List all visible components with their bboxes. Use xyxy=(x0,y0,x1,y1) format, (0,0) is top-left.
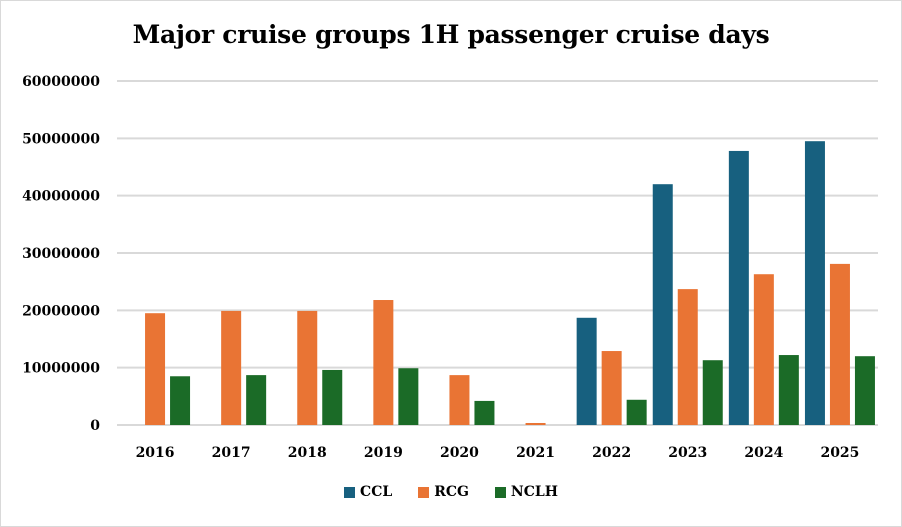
bar-rcg-2019 xyxy=(373,300,394,425)
bar-rcg-2018 xyxy=(297,310,318,425)
bar-nclh-2023 xyxy=(702,360,723,425)
y-tick-label: 30000000 xyxy=(22,246,100,262)
bar-rcg-2023 xyxy=(677,289,698,425)
bar-nclh-2018 xyxy=(322,369,343,425)
legend: CCL RCG NCLH xyxy=(0,484,902,500)
bar-rcg-2022 xyxy=(601,351,622,425)
bar-rcg-2025 xyxy=(829,263,850,425)
x-axis-ticks: 2016 2017 2018 2019 2020 2021 2022 2023 2024 2025 xyxy=(136,445,860,461)
bar-nclh-2019 xyxy=(398,368,419,425)
x-tick-label: 2018 xyxy=(288,445,327,461)
bar-ccl-2024 xyxy=(728,150,749,426)
legend-swatch xyxy=(344,486,356,498)
legend-label: CCL xyxy=(360,484,393,500)
bar-rcg-2016 xyxy=(145,313,166,425)
y-tick-label: 40000000 xyxy=(22,189,100,205)
y-tick-label: 60000000 xyxy=(22,74,100,90)
bar-ccl-2023 xyxy=(652,184,673,425)
bars xyxy=(145,141,875,426)
bar-nclh-2022 xyxy=(626,399,647,425)
x-tick-label: 2017 xyxy=(212,445,251,461)
legend-swatch xyxy=(418,486,430,498)
legend-item-nclh: NCLH xyxy=(494,484,558,500)
bar-nclh-2017 xyxy=(246,375,267,425)
legend-label: RCG xyxy=(434,484,469,500)
x-tick-label: 2025 xyxy=(820,445,859,461)
bar-nclh-2025 xyxy=(854,356,875,425)
bar-rcg-2020 xyxy=(449,375,470,425)
x-tick-label: 2016 xyxy=(136,445,175,461)
gridlines xyxy=(117,80,878,426)
x-tick-label: 2021 xyxy=(516,445,555,461)
bar-nclh-2024 xyxy=(778,355,799,425)
legend-item-ccl: CCL xyxy=(344,484,392,500)
bar-rcg-2024 xyxy=(753,274,774,425)
chart-title: Major cruise groups 1H passenger cruise … xyxy=(132,20,770,49)
x-tick-label: 2024 xyxy=(744,445,783,461)
legend-swatch xyxy=(494,486,506,498)
x-tick-label: 2019 xyxy=(364,445,403,461)
legend-item-rcg: RCG xyxy=(418,484,469,500)
bar-nclh-2020 xyxy=(474,400,495,425)
legend-label: NCLH xyxy=(510,484,558,500)
y-tick-label: 50000000 xyxy=(22,131,100,147)
y-tick-label: 0 xyxy=(90,418,100,434)
y-tick-label: 10000000 xyxy=(22,361,100,377)
x-tick-label: 2020 xyxy=(440,445,479,461)
bar-rcg-2021 xyxy=(525,422,546,425)
x-tick-label: 2022 xyxy=(592,445,631,461)
bar-ccl-2022 xyxy=(576,317,597,425)
y-tick-label: 20000000 xyxy=(22,303,100,319)
bar-rcg-2017 xyxy=(221,310,242,425)
y-axis-ticks: 0 10000000 20000000 30000000 40000000 5000000… xyxy=(22,74,100,434)
bar-ccl-2025 xyxy=(804,141,825,425)
x-tick-label: 2023 xyxy=(668,445,707,461)
bar-nclh-2016 xyxy=(170,376,191,425)
